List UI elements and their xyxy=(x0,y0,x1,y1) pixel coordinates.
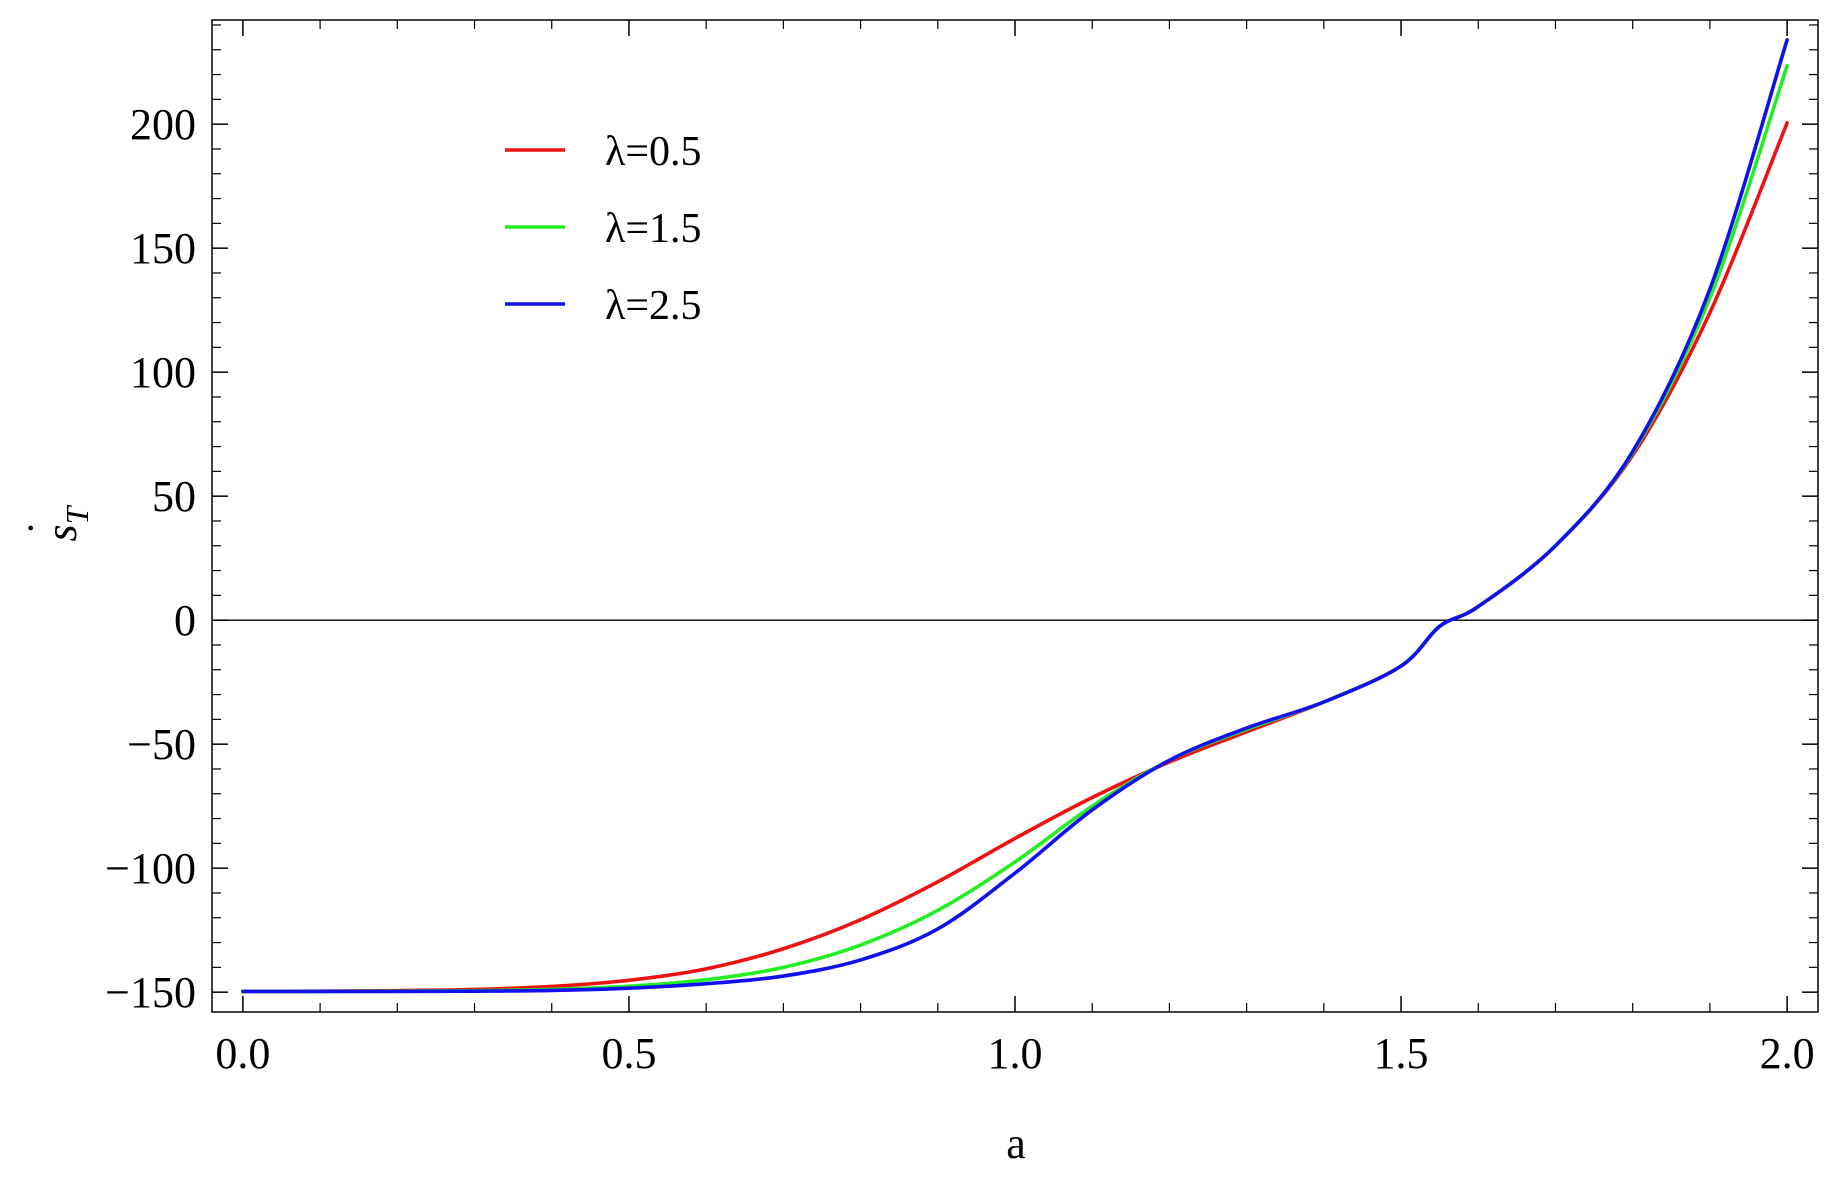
y-tick-label: 0 xyxy=(174,596,196,645)
legend-label-1: λ=0.5 xyxy=(605,129,702,175)
svg-text:sT: sT xyxy=(37,504,95,541)
y-tick-label: 100 xyxy=(130,348,196,397)
x-tick-label: 0.0 xyxy=(215,1029,270,1078)
y-tick-label: 50 xyxy=(152,472,196,521)
legend-label-2: λ=1.5 xyxy=(605,206,702,252)
y-axis-label-subscript: T xyxy=(59,504,95,524)
y-axis-label: sT ˙ xyxy=(19,504,95,541)
x-tick-label: 1.0 xyxy=(988,1029,1043,1078)
y-axis-label-base: s xyxy=(37,524,86,541)
y-tick-label: 200 xyxy=(130,100,196,149)
y-tick-label: −50 xyxy=(127,720,196,769)
x-tick-label: 2.0 xyxy=(1760,1029,1815,1078)
legend-label-3: λ=2.5 xyxy=(605,283,702,329)
y-tick-label: −100 xyxy=(105,844,196,893)
x-axis-label: a xyxy=(1006,1119,1026,1168)
axes-layer: 0.0 0.5 1.0 1.5 2.0 −150 −100 −50 0 50 100 150 200 xyxy=(105,19,1819,1078)
y-axis-label-dot: ˙ xyxy=(19,521,68,536)
x-tick-label: 1.5 xyxy=(1374,1029,1429,1078)
y-tick-label: −150 xyxy=(105,968,196,1017)
legend: λ=0.5 λ=1.5 λ=2.5 xyxy=(505,129,702,329)
series-layer xyxy=(241,38,1789,994)
series-line-3 xyxy=(241,38,1789,994)
y-tick-label: 150 xyxy=(130,224,196,273)
series-line-2 xyxy=(241,64,1789,994)
x-tick-label: 0.5 xyxy=(601,1029,656,1078)
axis-labels-layer: a sT ˙ xyxy=(19,504,1026,1168)
